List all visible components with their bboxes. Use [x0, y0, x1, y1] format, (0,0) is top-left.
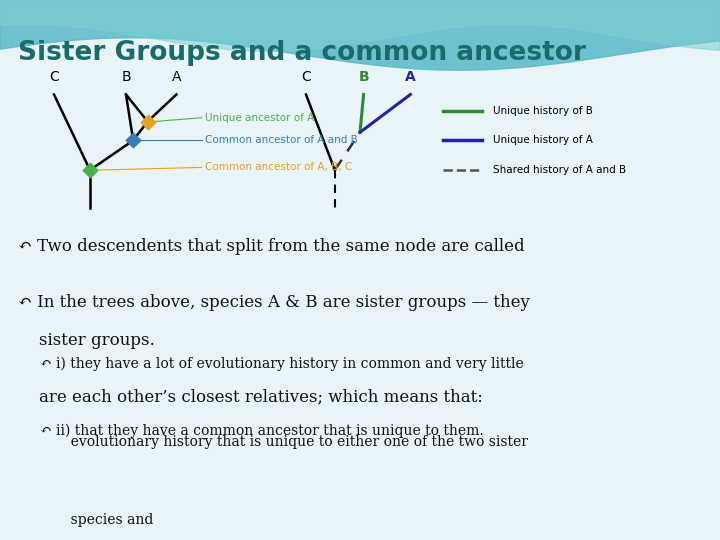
Text: Shared history of A and B: Shared history of A and B	[493, 165, 626, 175]
Text: Common ancestor of A, B, C: Common ancestor of A, B, C	[205, 163, 353, 172]
Text: sister groups.: sister groups.	[18, 332, 155, 348]
Text: Unique history of A: Unique history of A	[493, 136, 593, 145]
Text: B: B	[121, 70, 131, 84]
Text: B: B	[359, 70, 369, 84]
Text: species and: species and	[40, 513, 153, 527]
Text: ↶ ii) that they have a common ancestor that is unique to them.: ↶ ii) that they have a common ancestor t…	[40, 424, 483, 438]
Text: ↶ i) they have a lot of evolutionary history in common and very little: ↶ i) they have a lot of evolutionary his…	[40, 356, 523, 371]
Text: C: C	[49, 70, 59, 84]
Text: A: A	[405, 70, 415, 84]
Text: ↶ In the trees above, species A & B are sister groups — they: ↶ In the trees above, species A & B are …	[18, 294, 530, 311]
Text: ↶ Two descendents that split from the same node are called: ↶ Two descendents that split from the sa…	[18, 238, 525, 254]
Text: Sister Groups and a common ancestor: Sister Groups and a common ancestor	[18, 40, 586, 66]
Point	[127, 136, 139, 145]
Text: Unique history of B: Unique history of B	[493, 106, 593, 116]
Text: are each other’s closest relatives; which means that:: are each other’s closest relatives; whic…	[18, 388, 483, 405]
Text: C: C	[301, 70, 311, 84]
Point	[142, 117, 153, 126]
Text: A: A	[171, 70, 181, 84]
Text: Common ancestor of A and B: Common ancestor of A and B	[205, 136, 358, 145]
Point	[84, 166, 96, 174]
Text: evolutionary history that is unique to either one of the two sister: evolutionary history that is unique to e…	[40, 435, 528, 449]
Text: Unique ancestor of A: Unique ancestor of A	[205, 113, 315, 123]
